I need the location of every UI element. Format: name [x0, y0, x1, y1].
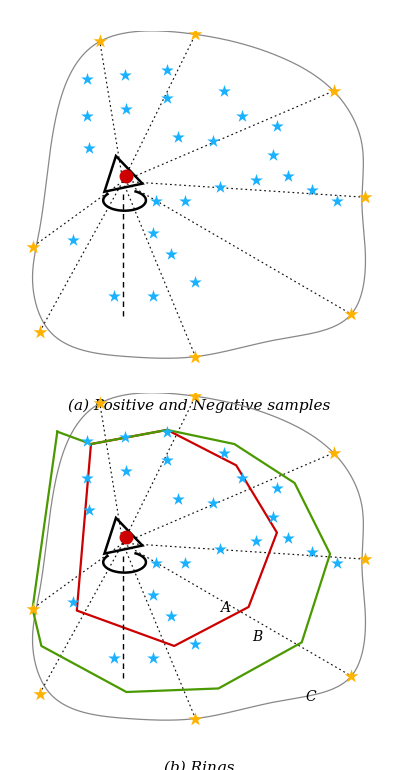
Point — [175, 131, 181, 143]
Point — [175, 493, 181, 505]
Point — [150, 588, 156, 601]
Point — [29, 603, 36, 615]
Point — [164, 454, 170, 466]
Point — [84, 109, 91, 122]
Point — [37, 326, 43, 338]
Point — [84, 72, 91, 85]
Point — [238, 471, 245, 484]
Point — [284, 170, 291, 182]
Point — [274, 482, 280, 494]
Point — [121, 69, 128, 82]
Point — [217, 180, 223, 192]
Point — [150, 290, 156, 303]
Point — [252, 173, 259, 186]
Point — [70, 595, 76, 608]
Text: C: C — [305, 690, 316, 704]
Point — [86, 504, 92, 516]
Point — [274, 120, 280, 132]
Point — [192, 350, 199, 363]
Text: B: B — [252, 630, 262, 644]
Point — [84, 434, 91, 447]
Point — [210, 135, 217, 147]
Point — [153, 195, 160, 207]
Point — [348, 670, 355, 682]
Point — [150, 652, 156, 665]
Point — [330, 85, 337, 97]
Point — [309, 184, 316, 196]
Point — [111, 290, 117, 303]
Point — [97, 35, 103, 48]
Point — [220, 447, 227, 459]
Point — [334, 557, 340, 569]
Point — [86, 142, 92, 154]
Point — [348, 308, 355, 320]
Text: (b) Rings: (b) Rings — [164, 760, 234, 770]
Point — [153, 557, 160, 569]
Point — [123, 102, 130, 115]
Point — [284, 532, 291, 544]
Point — [238, 109, 245, 122]
Point — [192, 28, 199, 41]
Point — [252, 535, 259, 547]
Point — [210, 497, 217, 509]
Text: (a) Positive and Negative samples: (a) Positive and Negative samples — [68, 398, 330, 413]
Point — [97, 397, 103, 410]
Point — [330, 447, 337, 459]
Point — [168, 248, 174, 260]
Point — [220, 85, 227, 97]
Point — [164, 92, 170, 104]
Point — [37, 688, 43, 700]
Point — [334, 195, 340, 207]
Point — [181, 557, 188, 569]
Text: A: A — [220, 601, 230, 615]
Point — [192, 712, 199, 725]
Point — [270, 149, 277, 161]
Point — [362, 553, 369, 565]
Point — [111, 652, 117, 665]
Point — [362, 191, 369, 203]
Point — [192, 390, 199, 403]
Point — [270, 511, 277, 523]
Point — [123, 464, 130, 477]
Point — [309, 546, 316, 558]
Point — [164, 426, 170, 438]
Point — [164, 64, 170, 76]
Point — [217, 542, 223, 554]
Point — [192, 276, 199, 289]
Point — [168, 610, 174, 622]
Point — [84, 471, 91, 484]
Point — [192, 638, 199, 651]
Point — [150, 226, 156, 239]
Point — [70, 233, 76, 246]
Point — [121, 430, 128, 443]
Point — [181, 195, 188, 207]
Point — [29, 241, 36, 253]
